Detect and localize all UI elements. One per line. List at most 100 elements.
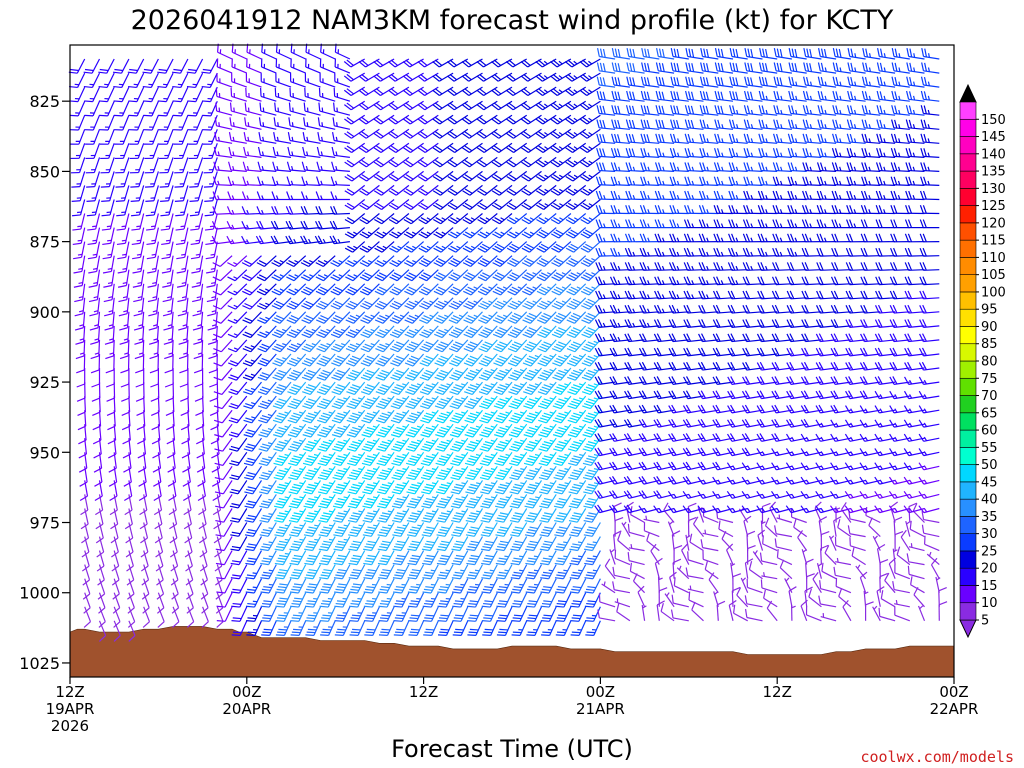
wind-barb [98,86,115,103]
barb-full [114,68,123,72]
barb-full [94,495,103,502]
barb-half [105,183,111,185]
barb-full [162,299,172,303]
wind-barb [96,536,105,558]
barb-full [91,397,101,402]
barb-full [106,397,115,402]
wind-barb [132,269,145,288]
barb-full [154,537,163,544]
barb-full [156,593,164,600]
wind-barb [163,311,174,331]
wind-barb [163,325,174,345]
wind-barb [84,114,101,131]
wind-barb [116,227,130,246]
barb-full [153,481,162,487]
barb-full [79,481,88,487]
barb-shaft [98,564,105,581]
barb-full [74,313,84,317]
barb-full [172,621,180,628]
wind-barb [69,100,86,117]
barb-full [97,579,105,586]
wind-barb [88,255,101,274]
barb-shaft [84,606,92,622]
wind-barb [116,213,130,231]
barb-full [90,341,99,345]
barb-full [143,129,153,131]
wind-barb [110,522,119,544]
wind-barb [158,129,174,145]
wind-barb [99,129,115,145]
wind-barb [156,592,165,614]
barb-half [165,225,171,228]
barb-full [85,157,95,160]
barb-full [130,186,139,188]
barb-full [104,313,113,317]
barb-full [153,495,162,502]
barb-full [87,242,97,246]
barb-half [166,267,171,270]
wind-barb [81,522,90,544]
barb-full [136,425,145,431]
barb-shaft [113,578,120,595]
barb-shaft [172,606,180,622]
barb-full [133,299,142,303]
wind-barb [87,213,101,231]
barb-shaft [84,564,91,581]
barb-half [164,169,169,171]
barb-half [107,281,113,285]
barb-half [104,97,109,100]
barb-shaft [157,536,164,553]
wind-barb [71,199,86,217]
barb-shaft [172,592,180,608]
barb-full [130,200,140,202]
barb-full [164,383,174,388]
barb-half [76,197,82,199]
barb-full [155,551,163,558]
wind-barb [160,213,174,231]
barb-half [79,352,85,355]
wind-barb [162,283,174,303]
barb-full [118,313,128,317]
barb-full [159,186,169,188]
barb-full [73,284,83,288]
barb-full [129,68,138,72]
barb-shaft [128,550,134,567]
barb-half [119,140,125,143]
barb-shaft [157,550,164,567]
barb-half [77,211,82,214]
barb-full [137,467,147,473]
barb-full [166,453,176,459]
barb-full [138,481,147,487]
barb-half [152,324,158,327]
barb-half [105,169,111,171]
barb-half [152,296,157,299]
barb-half [153,338,158,341]
barb-full [150,397,159,402]
barb-full [83,71,93,74]
barb-full [101,200,110,202]
wind-barb [102,241,115,260]
barb-full [113,100,123,103]
barb-full [70,143,79,145]
barb-full [82,593,91,600]
barb-full [93,453,102,459]
barb-full [148,327,158,331]
wind-barb [112,58,130,74]
wind-barb [102,255,115,274]
barb-half [120,169,125,171]
wind-barb [73,269,86,288]
barb-shaft [84,536,90,553]
wind-barb [144,143,159,160]
barb-full [114,129,123,131]
barb-half [108,324,114,327]
wind-barb [162,269,174,288]
barb-full [88,284,98,288]
wind-barb [105,339,115,360]
wind-barb [164,353,174,374]
wind-barb [134,325,145,345]
barb-full [81,565,90,572]
barb-half [75,140,80,143]
wind-barb [120,353,130,374]
barb-full [126,579,135,586]
barb-shaft [128,536,134,553]
